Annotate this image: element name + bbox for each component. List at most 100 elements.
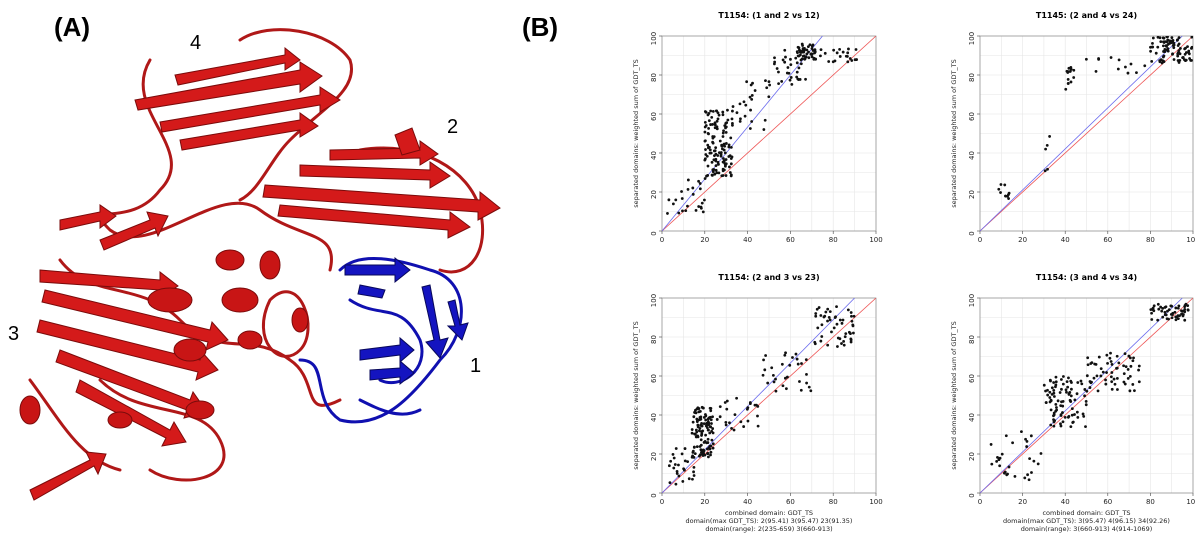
y-tick-label: 80 [968, 335, 976, 344]
data-point [1104, 378, 1107, 382]
data-point [805, 381, 808, 385]
data-point [846, 51, 850, 55]
y-tick-label: 20 [968, 190, 976, 199]
data-point [1045, 143, 1049, 147]
data-point [1081, 412, 1085, 416]
data-point [1117, 58, 1121, 62]
data-point [803, 57, 807, 61]
data-point [840, 321, 844, 325]
data-point [800, 362, 803, 365]
data-point [714, 164, 718, 168]
data-point [718, 415, 722, 419]
data-point [1174, 306, 1178, 310]
data-point [810, 55, 814, 59]
plot-t1154-2-3: T1154: (2 and 3 vs 23) 0 20 40 60 80 100 0 20 40 6… [610, 262, 890, 533]
data-point [700, 434, 703, 437]
data-point [846, 308, 850, 312]
data-point [1067, 393, 1071, 396]
data-point [1161, 306, 1165, 310]
data-point [723, 401, 727, 404]
data-point [1110, 371, 1114, 374]
data-point [1089, 362, 1093, 365]
data-point [709, 109, 713, 113]
data-point [716, 154, 720, 157]
data-point [1054, 385, 1057, 389]
data-point [774, 377, 777, 381]
data-point [1106, 361, 1109, 365]
data-point [1043, 169, 1047, 173]
data-point [791, 356, 794, 359]
data-point [795, 357, 799, 361]
data-point [1126, 377, 1130, 380]
data-point [680, 452, 684, 456]
y-tick-label: 60 [968, 112, 976, 121]
data-point [692, 470, 695, 474]
data-point [714, 168, 718, 172]
data-point [771, 373, 775, 377]
data-point [806, 45, 810, 49]
data-point [794, 352, 798, 356]
x-tick-label: 20 [700, 236, 709, 244]
data-point [845, 55, 849, 58]
data-point [707, 422, 711, 425]
data-point [1054, 409, 1058, 413]
data-point [698, 426, 702, 430]
data-point [705, 426, 709, 430]
data-point [701, 210, 705, 214]
data-point [780, 80, 784, 83]
data-point [711, 170, 715, 174]
data-point [718, 405, 722, 409]
data-point [713, 126, 717, 130]
data-point [727, 145, 731, 149]
data-point [711, 442, 715, 446]
data-point [1065, 380, 1069, 384]
data-point [999, 191, 1002, 194]
data-point [720, 174, 724, 178]
data-point [1184, 302, 1188, 306]
data-point [1131, 383, 1135, 386]
data-point [706, 452, 709, 455]
data-point [1183, 307, 1187, 311]
data-point [709, 425, 712, 429]
data-point [814, 312, 818, 315]
data-point [1161, 315, 1165, 319]
data-point [714, 159, 718, 163]
data-point [1163, 40, 1167, 44]
y-tick-label: 80 [968, 73, 976, 82]
data-point [708, 415, 712, 419]
data-point [1064, 388, 1068, 392]
data-point [1167, 308, 1171, 312]
y-tick-label: 100 [968, 32, 976, 45]
data-point [675, 472, 679, 475]
y-tick-label: 60 [650, 112, 658, 121]
data-point [1163, 306, 1167, 309]
data-point [699, 438, 703, 442]
data-point [1048, 378, 1052, 382]
data-point [717, 171, 721, 175]
data-point [762, 128, 766, 131]
data-point [724, 423, 728, 427]
data-point [1179, 47, 1182, 50]
data-point [1085, 374, 1089, 378]
y-tick-label: 80 [650, 73, 658, 82]
data-point [798, 78, 802, 81]
data-point [703, 157, 707, 161]
data-point [713, 123, 717, 127]
domain-note: domain(max GDT_TS): 3(95.47) 4(96.15) 34… [1003, 517, 1170, 525]
data-point [1187, 49, 1191, 53]
data-point [1086, 363, 1090, 367]
data-point [1101, 370, 1105, 374]
data-point [1184, 59, 1187, 62]
data-point [701, 406, 705, 410]
data-point [1059, 413, 1063, 417]
data-point [1084, 425, 1087, 429]
data-point [691, 477, 694, 481]
data-point [1176, 59, 1180, 62]
data-point [704, 148, 707, 151]
data-point [1151, 36, 1155, 40]
data-point [686, 178, 690, 182]
data-point [1050, 386, 1054, 390]
data-point [667, 464, 671, 468]
data-point [706, 428, 710, 432]
data-point [695, 417, 699, 421]
